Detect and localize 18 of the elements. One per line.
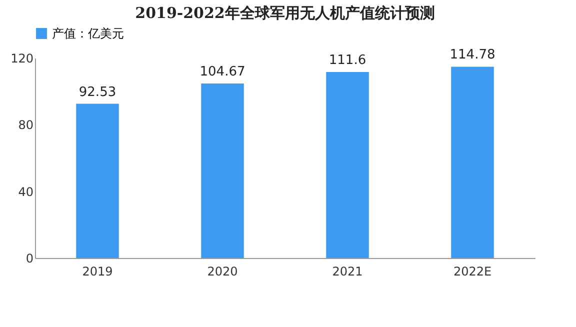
data-label: 114.78 [450, 48, 496, 63]
data-label: 111.6 [328, 53, 366, 68]
y-tick-label: 40 [18, 184, 34, 199]
y-tick-label: 80 [18, 118, 34, 132]
y-tick-label: 120 [10, 52, 34, 66]
x-tick-label: 2021 [332, 264, 363, 278]
x-tick-label: 2022E [453, 264, 492, 278]
x-tick-label: 2020 [207, 264, 238, 278]
bar [326, 72, 369, 258]
data-label: 104.67 [200, 64, 246, 80]
y-tick-label: 0 [26, 252, 34, 266]
x-tick-label: 2019 [82, 264, 113, 278]
bar [76, 104, 119, 258]
chart-title: 2019-2022年全球军用无人机产值统计预测 [135, 4, 435, 22]
bar [201, 84, 244, 258]
legend-label: 产值：亿美元 [52, 26, 124, 40]
data-label: 92.53 [78, 84, 116, 100]
bar [451, 66, 494, 258]
